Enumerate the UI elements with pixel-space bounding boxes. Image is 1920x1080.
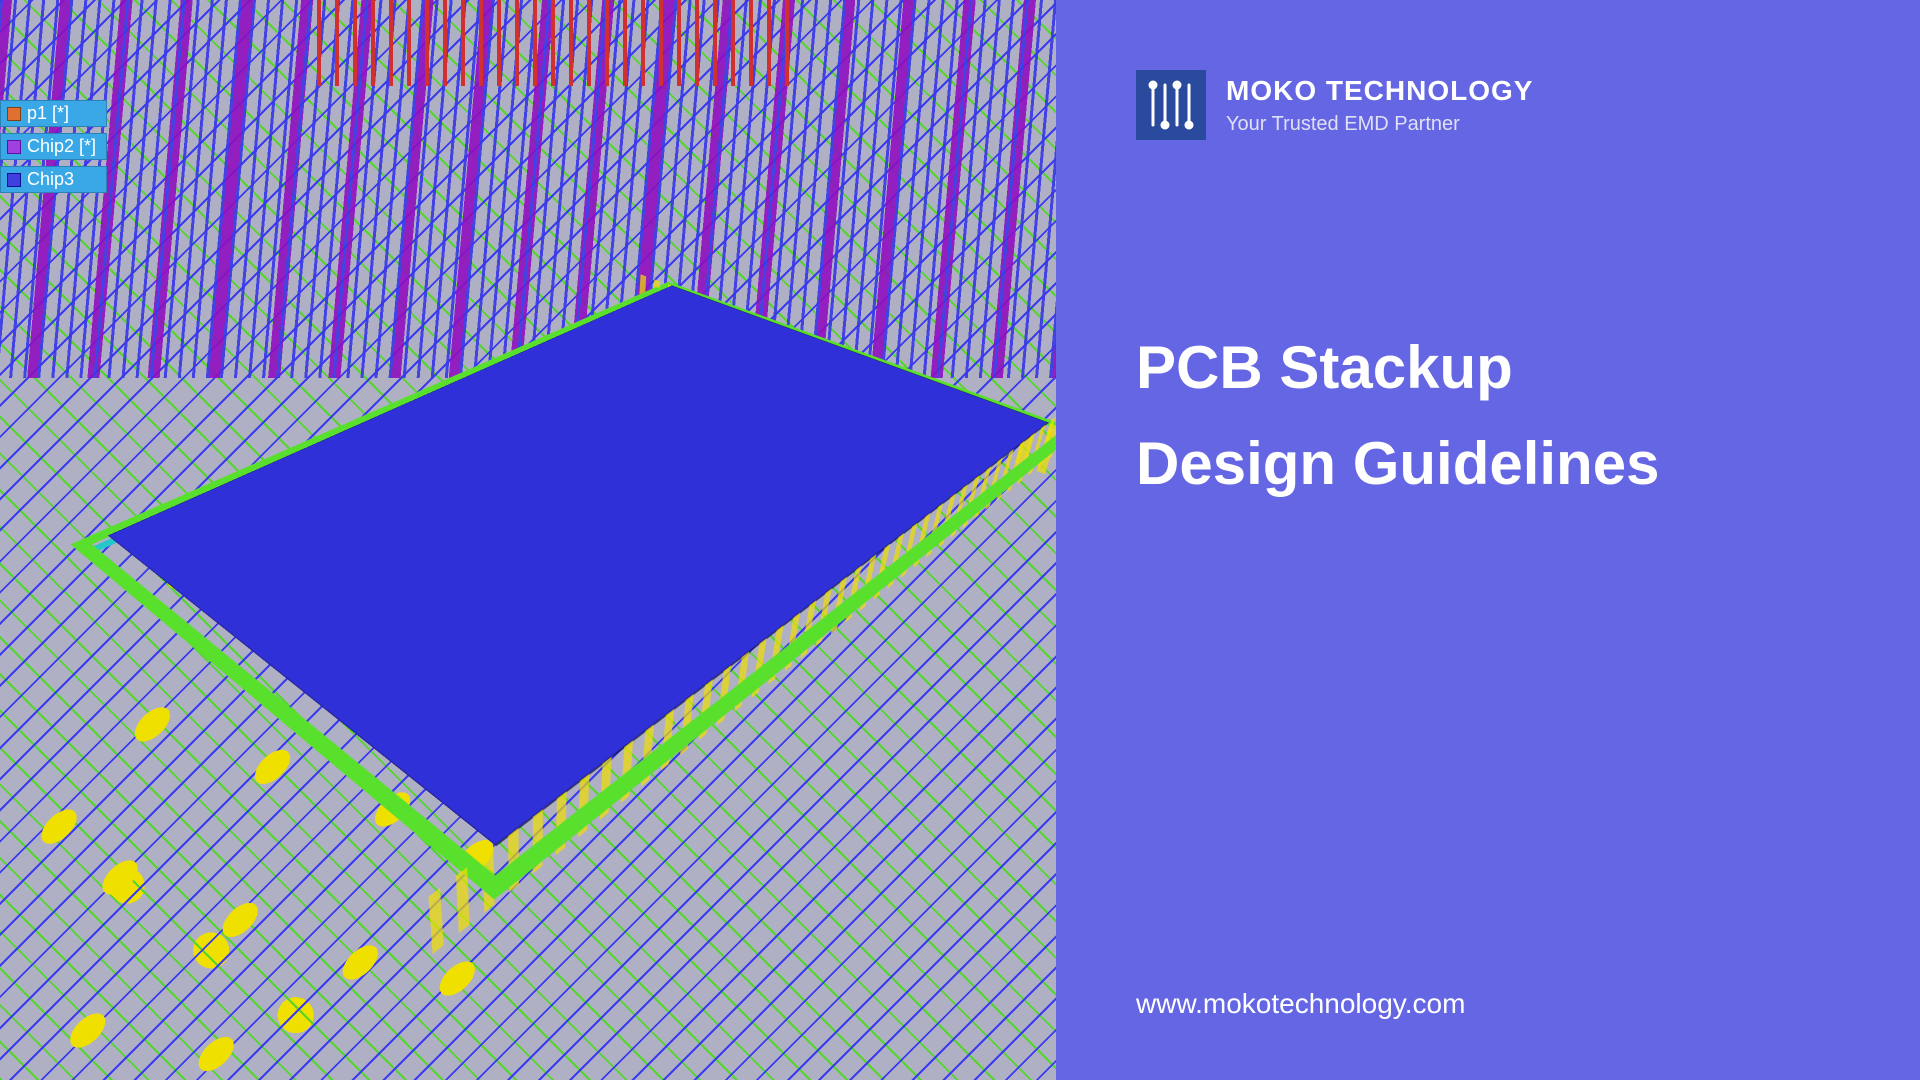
logo-traces-icon	[1143, 77, 1199, 133]
website-url: www.mokotechnology.com	[1136, 988, 1465, 1020]
pcb-illustration-panel: p1 [*] Chip2 [*] Chip3	[0, 0, 1056, 1080]
title-line-1: PCB Stackup	[1136, 320, 1840, 416]
slide-title: PCB Stackup Design Guidelines	[1136, 320, 1840, 512]
content-panel: MOKO TECHNOLOGY Your Trusted EMD Partner…	[1056, 0, 1920, 1080]
slide: p1 [*] Chip2 [*] Chip3 MOKO TECHNOLOGY You…	[0, 0, 1920, 1080]
brand-text-block: MOKO TECHNOLOGY Your Trusted EMD Partner	[1226, 75, 1533, 136]
chip-tag: Chip2 [*]	[0, 133, 107, 160]
pcb-top-red-traces	[317, 0, 792, 86]
chip-layer-tags: p1 [*] Chip2 [*] Chip3	[0, 100, 107, 193]
chip-tag: Chip3	[0, 166, 107, 193]
brand-logo-icon	[1136, 70, 1206, 140]
brand-tagline: Your Trusted EMD Partner	[1226, 113, 1533, 136]
chip-tag: p1 [*]	[0, 100, 107, 127]
title-line-2: Design Guidelines	[1136, 416, 1840, 512]
company-name: MOKO TECHNOLOGY	[1226, 75, 1533, 107]
brand-header: MOKO TECHNOLOGY Your Trusted EMD Partner	[1136, 70, 1840, 140]
pcb-scene: p1 [*] Chip2 [*] Chip3	[0, 0, 1056, 1080]
